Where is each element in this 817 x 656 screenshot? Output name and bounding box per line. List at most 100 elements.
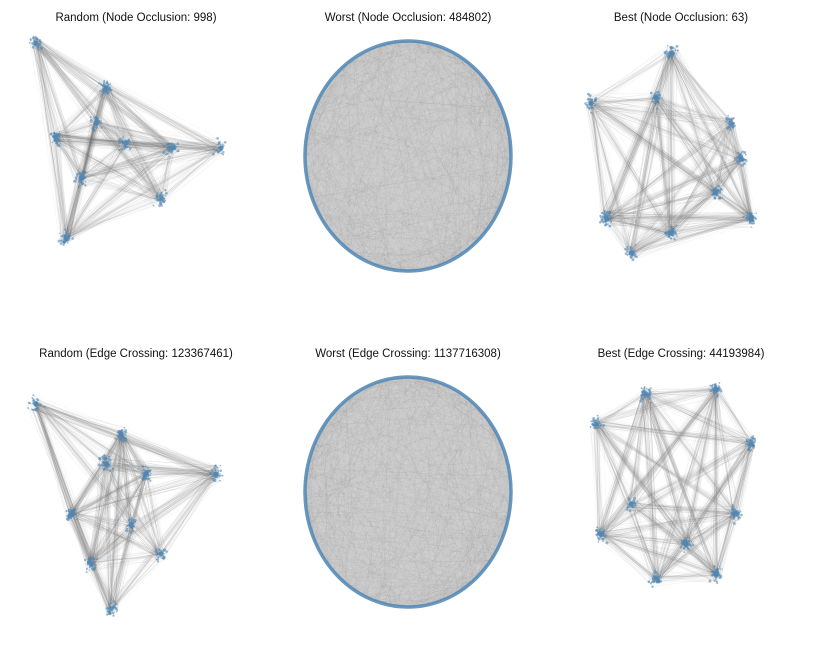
graph-node <box>87 557 91 561</box>
graph-node <box>718 196 722 200</box>
hub-node <box>748 215 754 221</box>
graph-node <box>80 180 83 184</box>
graph-node <box>715 579 717 581</box>
graph-node <box>112 614 115 617</box>
graph-node <box>588 106 591 110</box>
graph-node <box>118 149 121 152</box>
graph-node <box>718 191 722 194</box>
graph-node <box>731 503 734 507</box>
graph-node <box>729 128 732 131</box>
graph-node <box>744 159 748 162</box>
graph-node <box>122 436 125 439</box>
hub-node <box>628 501 634 507</box>
hub-node <box>33 401 39 407</box>
graph-node <box>737 518 740 521</box>
graph-node <box>732 517 736 520</box>
graph-node <box>751 435 755 438</box>
graph-node <box>66 242 69 244</box>
graph-node <box>750 449 753 452</box>
graph-node <box>720 390 723 393</box>
graph-node <box>123 147 126 150</box>
graph-node <box>219 142 221 145</box>
graph-node <box>111 611 115 615</box>
graph-node <box>214 467 217 470</box>
graph-node <box>95 558 99 561</box>
graph-node <box>626 245 629 249</box>
graph-node <box>156 555 158 557</box>
circle-layout <box>303 39 513 273</box>
graph-node <box>714 382 717 386</box>
graph-node <box>105 607 109 610</box>
graph-node <box>147 466 149 469</box>
graph-node <box>166 143 170 146</box>
graph-node <box>107 455 111 458</box>
graph-node <box>636 500 638 503</box>
graph-node <box>608 214 611 216</box>
graph-node <box>640 394 643 397</box>
graph-node <box>214 464 217 468</box>
graph-node <box>752 437 754 440</box>
graph-node <box>156 191 159 194</box>
hub-node <box>683 541 689 547</box>
graph-node <box>651 585 654 588</box>
graph-node <box>165 153 167 156</box>
graph-node <box>738 509 740 512</box>
hub-node <box>53 135 59 141</box>
graph-node <box>74 513 77 516</box>
edges <box>590 382 756 587</box>
graph-node <box>629 246 632 249</box>
hub-node <box>108 606 114 612</box>
graph-node <box>141 472 143 475</box>
graph-node <box>167 149 170 153</box>
panel-title: Best (Node Occlusion: 63) <box>613 12 749 24</box>
graph-node <box>147 477 151 481</box>
graph-node <box>131 135 133 137</box>
panel-title: Random (Edge Crossing: 123367461) <box>39 348 233 360</box>
graph-node <box>219 473 221 475</box>
graph-node <box>609 220 613 223</box>
graph-node <box>223 151 225 153</box>
edge-fill <box>305 377 511 607</box>
graph-node <box>719 568 722 570</box>
graph-node <box>115 608 118 611</box>
graph-node <box>733 157 737 160</box>
graph-node <box>735 160 738 163</box>
graph-node <box>593 426 597 430</box>
hub-node <box>63 235 69 241</box>
graph-node <box>87 560 89 563</box>
graph-node <box>77 181 79 184</box>
graph-node <box>736 151 740 155</box>
graph-node <box>65 509 68 513</box>
graph-node <box>98 82 101 85</box>
graph-node <box>155 558 158 561</box>
graph-node <box>35 47 37 49</box>
graph-node <box>131 517 133 519</box>
hub-node <box>123 140 129 146</box>
graph-node <box>59 242 63 245</box>
graph-node <box>585 103 587 106</box>
graph-node <box>730 118 733 120</box>
graph-node <box>91 557 95 561</box>
graph-node <box>626 506 628 509</box>
graph-node <box>103 79 106 82</box>
graph-node <box>113 600 116 603</box>
graph-node <box>152 204 155 207</box>
graph-node <box>74 176 77 179</box>
graph-node <box>589 426 592 428</box>
hub-node <box>603 215 609 221</box>
graph-node <box>658 579 661 582</box>
hub-node <box>78 175 84 181</box>
graph-node <box>624 252 627 255</box>
graph-node <box>624 247 627 251</box>
graph-node <box>594 104 597 106</box>
graph-node <box>141 465 144 468</box>
hub-node <box>158 551 164 557</box>
graph-node <box>176 142 180 145</box>
graph-node <box>173 144 177 148</box>
graph-node <box>690 540 693 543</box>
graph-node <box>648 398 650 400</box>
graph-drawing <box>28 35 227 247</box>
graph-node <box>156 198 160 202</box>
graph-node <box>708 579 712 583</box>
graph-node <box>628 509 632 513</box>
